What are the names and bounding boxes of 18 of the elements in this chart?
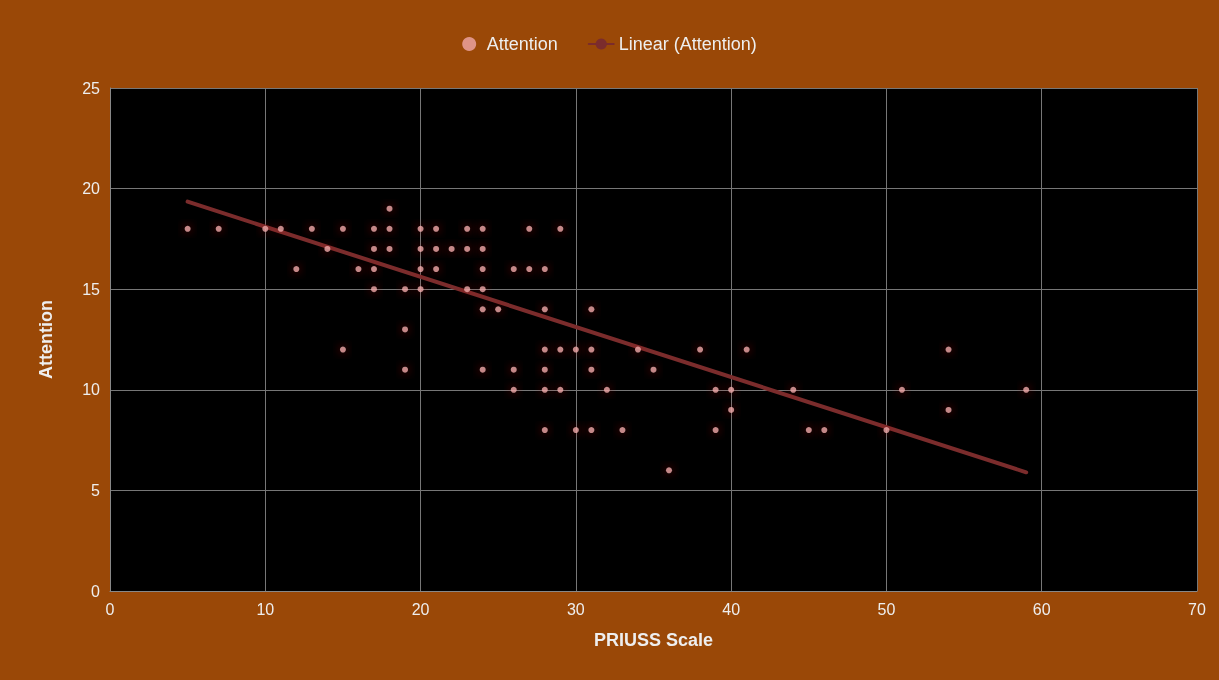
x-tick-label: 70 — [1188, 600, 1206, 618]
x-tick-label: 20 — [411, 600, 430, 618]
x-tick-label: 50 — [877, 600, 896, 618]
y-tick-label: 20 — [82, 180, 101, 198]
legend-label: Attention — [486, 34, 558, 54]
y-axis-title: Attention — [36, 300, 56, 379]
x-tick-label: 0 — [105, 600, 115, 618]
x-tick-label: 60 — [1032, 600, 1051, 618]
y-tick-label: 5 — [91, 481, 101, 499]
y-tick-label: 0 — [91, 582, 101, 600]
x-tick-label: 30 — [566, 600, 585, 618]
x-axis-title: PRIUSS Scale — [593, 630, 714, 650]
y-tick-label: 15 — [82, 280, 101, 298]
y-tick-label: 25 — [82, 79, 101, 97]
x-tick-label: 10 — [256, 600, 275, 618]
x-tick-label: 40 — [722, 600, 741, 618]
legend-label: Linear (Attention) — [618, 34, 757, 54]
y-tick-label: 10 — [82, 381, 101, 399]
